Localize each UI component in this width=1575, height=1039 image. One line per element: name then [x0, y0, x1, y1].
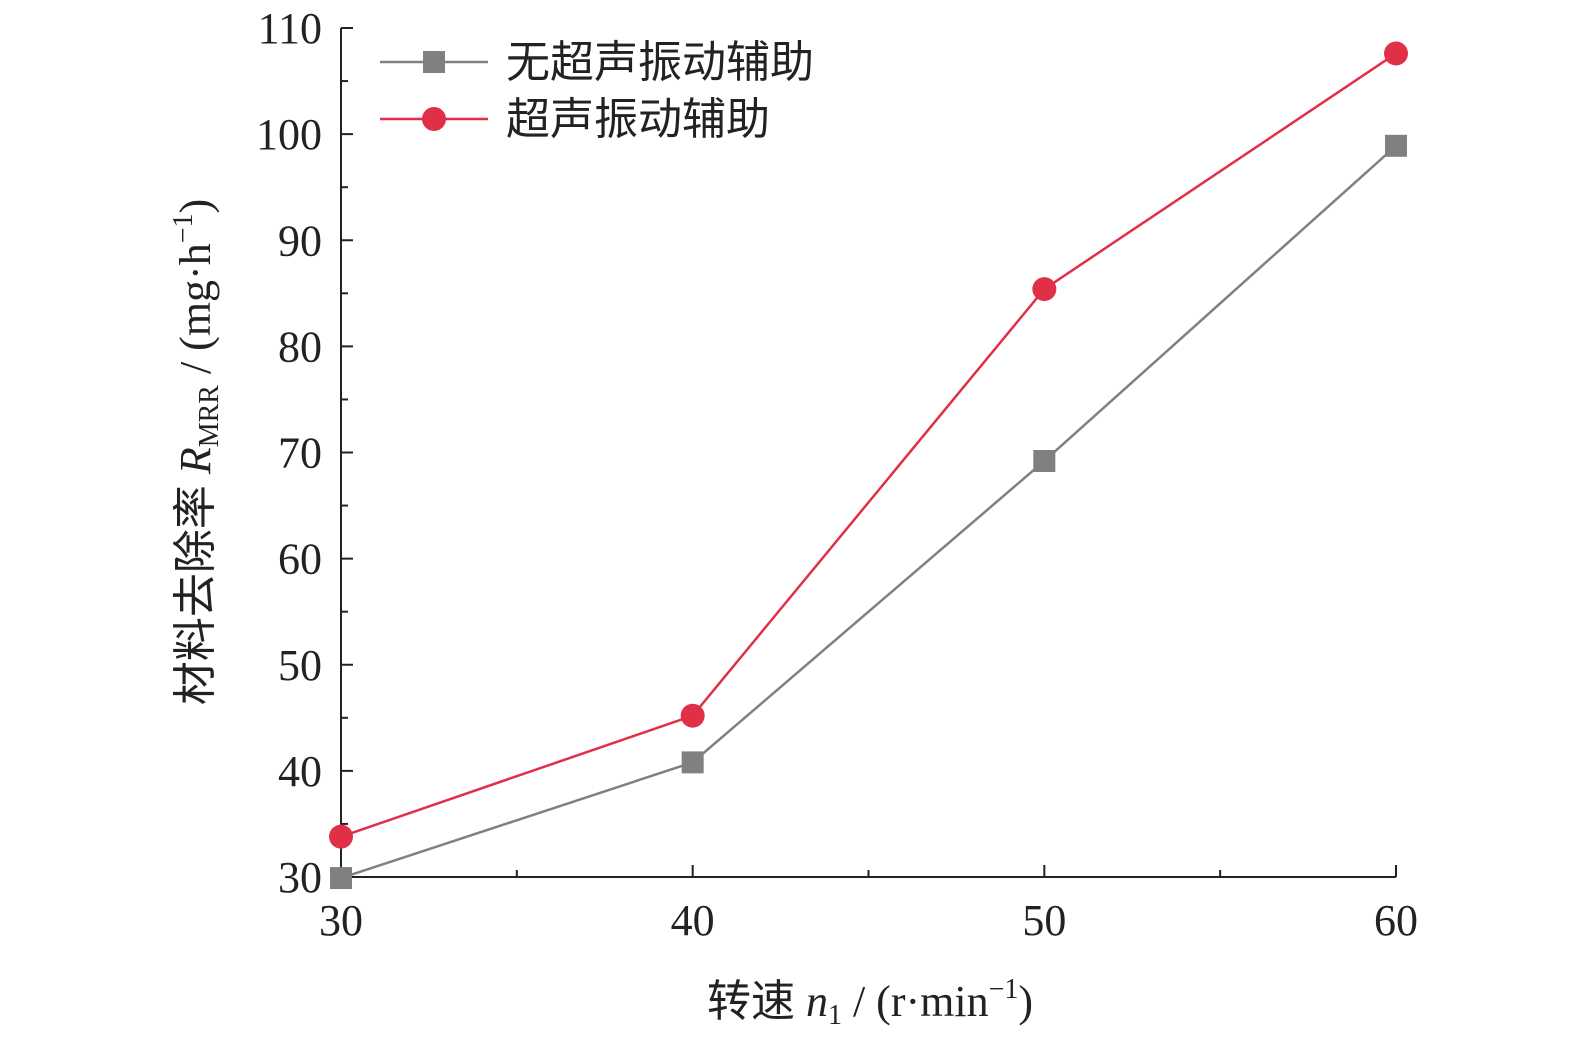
axes: 30 40 50 60 30 40 50 60 70 80 90 100 110: [256, 4, 1418, 945]
y-tick-label: 30: [278, 853, 322, 902]
data-point-circle: [1384, 41, 1408, 66]
y-tick-label: 50: [278, 641, 322, 690]
legend-item-1: 无超声振动辅助: [380, 38, 814, 87]
y-axis-title: 材料去除率 RMRR / (mg·h−1): [168, 199, 225, 705]
data-point-square: [330, 867, 352, 890]
legend-label: 超声振动辅助: [506, 95, 770, 144]
y-tick-label: 40: [278, 747, 322, 796]
x-tick-label: 60: [1374, 896, 1418, 945]
x-axis-title: 转速 n1 / (r·min−1): [707, 974, 1033, 1031]
legend-marker-square: [423, 51, 445, 73]
y-tick-label: 60: [278, 535, 322, 584]
series-1: [330, 134, 1407, 890]
legend-marker-circle: [422, 107, 446, 131]
data-point-circle: [329, 824, 353, 849]
series-2: [329, 41, 1408, 849]
x-tick-label: 50: [1022, 896, 1066, 945]
y-tick-label: 70: [278, 429, 322, 478]
y-tick-label: 110: [258, 4, 322, 53]
data-point-circle: [1032, 277, 1057, 302]
y-tick-label: 100: [256, 110, 322, 159]
x-tick-label: 30: [319, 896, 363, 945]
legend-item-2: 超声振动辅助: [380, 95, 770, 144]
series-layer: [329, 41, 1408, 890]
data-point-square: [1033, 449, 1056, 472]
data-point-circle: [680, 703, 705, 728]
legend-label: 无超声振动辅助: [506, 38, 814, 87]
data-point-square: [1385, 134, 1407, 157]
x-tick-label: 40: [671, 896, 715, 945]
series-line: [340, 52, 1397, 838]
data-point-square: [681, 751, 704, 774]
y-tick-label: 90: [278, 216, 322, 265]
y-tick-label: 80: [278, 322, 322, 371]
series-line: [340, 144, 1397, 880]
